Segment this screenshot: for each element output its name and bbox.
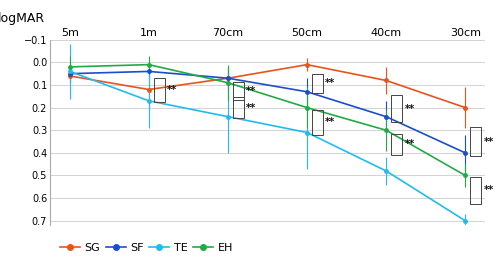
Bar [391,95,402,122]
Bar [312,110,323,135]
Text: **: ** [325,78,336,88]
Text: **: ** [167,85,177,95]
Text: **: ** [484,136,494,147]
Bar [154,78,164,102]
Text: logMAR: logMAR [0,12,45,25]
Text: **: ** [404,104,414,114]
Bar [470,176,481,204]
Text: **: ** [246,86,256,96]
Bar [312,74,323,93]
Text: **: ** [325,117,336,127]
Bar [391,134,402,155]
Text: **: ** [246,103,256,113]
Bar [232,98,244,118]
Bar [470,127,481,156]
Text: **: ** [404,139,414,149]
Legend: SG, SF, TE, EH: SG, SF, TE, EH [56,238,238,257]
Text: **: ** [484,185,494,195]
Bar [232,82,244,100]
